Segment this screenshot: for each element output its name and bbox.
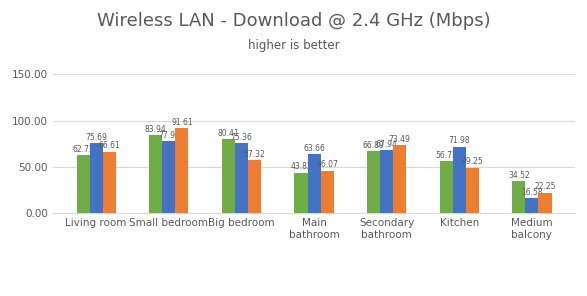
Bar [538, 192, 552, 213]
Text: 67.94: 67.94 [376, 140, 397, 149]
Text: 46.07: 46.07 [316, 160, 338, 169]
Bar [90, 143, 103, 213]
Bar [525, 198, 538, 213]
Bar [367, 151, 380, 213]
Text: 63.66: 63.66 [303, 144, 325, 153]
Bar [308, 154, 321, 213]
Bar [321, 170, 333, 213]
Bar [103, 152, 116, 213]
Bar [295, 173, 308, 213]
Text: 75.36: 75.36 [231, 133, 252, 142]
Text: 73.49: 73.49 [389, 135, 411, 144]
Text: 56.72: 56.72 [436, 151, 457, 160]
Bar [222, 139, 235, 213]
Text: Wireless LAN - Download @ 2.4 GHz (Mbps): Wireless LAN - Download @ 2.4 GHz (Mbps) [97, 12, 490, 30]
Bar [512, 181, 525, 213]
Text: 66.89: 66.89 [363, 141, 384, 150]
Text: 71.98: 71.98 [448, 136, 470, 145]
Text: 83.94: 83.94 [145, 126, 167, 134]
Bar [393, 145, 406, 213]
Text: 16.58: 16.58 [521, 188, 543, 197]
Text: 91.61: 91.61 [171, 118, 193, 127]
Text: 66.61: 66.61 [99, 141, 120, 150]
Text: higher is better: higher is better [248, 39, 339, 52]
Bar [248, 160, 261, 213]
Text: 77.92: 77.92 [158, 131, 180, 140]
Text: 62.73: 62.73 [72, 145, 94, 154]
Text: 49.25: 49.25 [461, 157, 483, 166]
Text: 34.52: 34.52 [508, 171, 529, 180]
Bar [440, 161, 453, 213]
Bar [76, 155, 90, 213]
Bar [453, 147, 466, 213]
Bar [176, 128, 188, 213]
Text: 43.82: 43.82 [290, 163, 312, 171]
Bar [235, 143, 248, 213]
Text: 57.32: 57.32 [244, 150, 265, 159]
Text: 80.41: 80.41 [218, 129, 239, 138]
Text: 75.69: 75.69 [85, 133, 107, 142]
Bar [380, 150, 393, 213]
Bar [149, 136, 162, 213]
Bar [162, 141, 176, 213]
Bar [466, 168, 479, 213]
Text: 22.25: 22.25 [534, 182, 556, 192]
